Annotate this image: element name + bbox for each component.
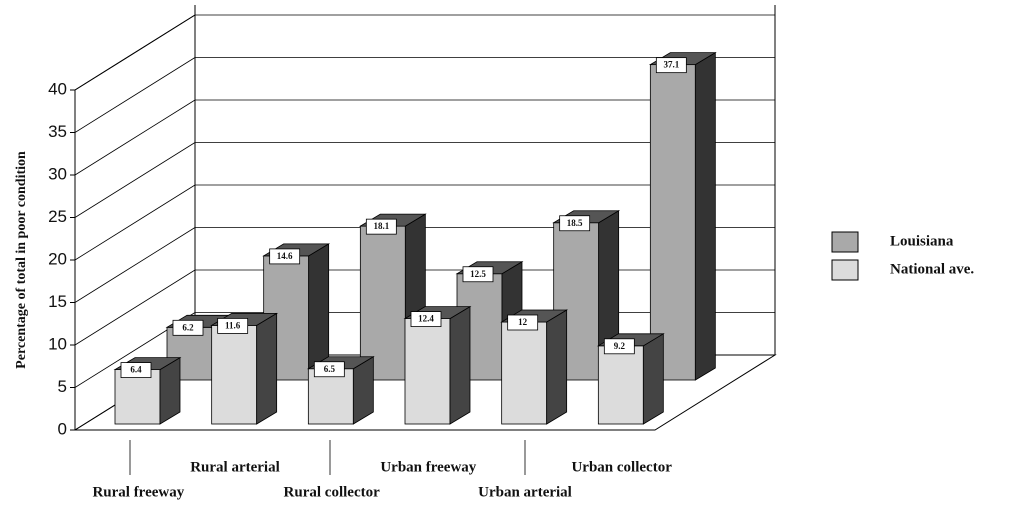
grid-line	[74, 184, 196, 261]
y-tick-label: 25	[48, 207, 67, 226]
data-label: 6.2	[182, 322, 194, 332]
y-tick-label: 0	[58, 419, 67, 438]
bar	[403, 305, 472, 425]
data-label-box	[313, 361, 345, 378]
bar-side	[694, 51, 716, 381]
bar-side	[256, 312, 278, 425]
y-tick-label: 20	[48, 249, 67, 268]
y-tick-label: 15	[48, 292, 67, 311]
legend-swatch	[831, 231, 859, 253]
legend-label: Louisiana	[890, 233, 954, 249]
data-label: 6.5	[324, 364, 336, 374]
data-label-box	[365, 218, 397, 235]
y-tick-label: 5	[58, 377, 67, 396]
x-tick-label: Urban arterial	[478, 484, 572, 500]
data-label-box	[410, 311, 442, 328]
data-label: 12.5	[470, 269, 486, 279]
x-tick-label: Rural arterial	[190, 459, 280, 475]
bar-front	[359, 225, 406, 381]
grid-line	[74, 269, 196, 346]
data-label-box	[462, 266, 494, 283]
bar-front	[404, 318, 451, 425]
bar-front	[501, 321, 548, 425]
data-label: 9.2	[614, 341, 626, 351]
data-label-box	[507, 314, 539, 331]
data-label: 11.6	[225, 320, 241, 330]
bar-front	[649, 64, 696, 381]
y-tick-label: 10	[48, 334, 67, 353]
bar-front	[597, 345, 644, 425]
data-label: 6.4	[130, 365, 142, 375]
bar-front	[114, 369, 161, 425]
data-label: 12.4	[418, 314, 434, 324]
data-label-box	[120, 362, 152, 379]
grid-line	[74, 57, 196, 133]
data-label: 14.6	[277, 251, 293, 261]
bar-front	[211, 324, 258, 425]
grid-line	[74, 14, 196, 91]
data-label: 18.1	[373, 221, 389, 231]
data-label: 37.1	[663, 60, 679, 70]
grid-line	[74, 142, 196, 218]
bar-side	[546, 309, 568, 425]
grid-line	[74, 227, 196, 303]
data-label-box	[217, 317, 249, 334]
data-label-box	[269, 248, 301, 265]
bar	[552, 210, 621, 381]
data-label-box	[559, 215, 591, 232]
x-tick-label: Rural freeway	[92, 484, 184, 500]
legend-swatch	[831, 259, 859, 281]
data-label-box	[603, 338, 635, 355]
y-tick-label: 40	[48, 79, 67, 98]
y-axis-label: Percentage of total in poor condition	[14, 151, 29, 369]
x-tick-label: Rural collector	[284, 484, 381, 500]
data-label-box	[172, 319, 204, 336]
bar-side	[642, 333, 664, 425]
bar-side	[449, 305, 471, 425]
y-tick-label: 35	[48, 122, 67, 141]
bar	[500, 309, 569, 425]
x-tick-label: Urban freeway	[380, 459, 476, 475]
bar-front	[307, 368, 354, 425]
bar	[648, 51, 717, 381]
data-label: 12	[518, 317, 528, 327]
data-label: 18.5	[567, 218, 583, 228]
legend-label: National ave.	[890, 261, 974, 277]
data-label-box	[655, 57, 687, 74]
y-tick-label: 30	[48, 164, 67, 183]
grid-line	[74, 99, 196, 176]
x-tick-label: Urban collector	[571, 459, 672, 475]
